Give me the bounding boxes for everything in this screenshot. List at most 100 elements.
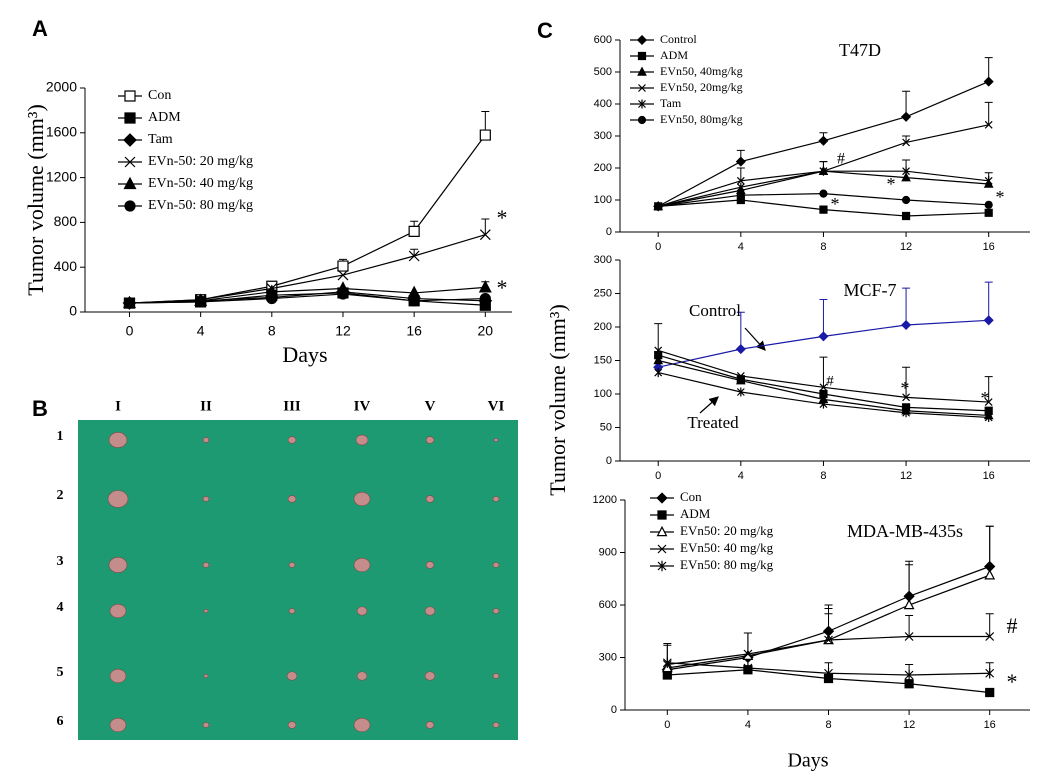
legend-marker — [636, 34, 648, 46]
y-tick-label: 0 — [611, 704, 617, 716]
data-point — [983, 315, 994, 326]
y-tick-label: 1200 — [46, 168, 77, 184]
x-tick-label: 16 — [983, 470, 995, 482]
data-point — [743, 662, 753, 674]
data-point — [479, 129, 491, 141]
annotation: # — [1007, 613, 1018, 638]
tumor — [356, 606, 368, 616]
tumor — [288, 608, 296, 614]
legend-marker — [638, 99, 646, 109]
data-point — [824, 635, 833, 645]
data-point — [902, 138, 910, 147]
annotation: * — [981, 388, 990, 408]
y-tick-label: 0 — [606, 455, 612, 467]
row-label: 4 — [57, 600, 64, 615]
legend-marker — [637, 66, 647, 76]
column-label: III — [283, 398, 301, 414]
row-label: 5 — [57, 665, 64, 680]
error-bar — [410, 248, 419, 256]
x-tick-label: 4 — [197, 323, 205, 339]
legend-label: EVn50, 80mg/kg — [660, 112, 743, 126]
tumor — [355, 434, 369, 446]
y-tick-label: 500 — [594, 66, 612, 78]
tumor — [203, 673, 209, 678]
data-point — [735, 156, 746, 167]
x-tick-label: 12 — [903, 719, 915, 731]
legend-marker — [123, 133, 137, 147]
legend-label: EVn50: 80 mg/kg — [680, 557, 774, 572]
tumor — [202, 722, 210, 728]
panel-label: C — [537, 18, 553, 43]
tumor — [353, 491, 371, 507]
y-tick-label: 300 — [594, 130, 612, 142]
error-bar — [902, 287, 911, 325]
tumor — [202, 562, 210, 568]
data-point — [408, 295, 420, 307]
y-axis-label: Tumor volume (mm³) — [23, 104, 48, 296]
data-point — [984, 569, 996, 580]
data-point — [742, 649, 754, 660]
data-point — [337, 269, 349, 281]
legend-label: Con — [680, 489, 702, 504]
error-bar — [819, 299, 828, 337]
data-point — [984, 120, 993, 129]
error-bar — [902, 366, 911, 398]
data-point — [735, 344, 746, 355]
tumor — [287, 721, 297, 729]
data-point — [904, 669, 914, 681]
tumor — [109, 668, 127, 684]
x-tick-label: 8 — [820, 470, 826, 482]
data-point — [337, 260, 349, 272]
x-tick-label: 12 — [900, 470, 912, 482]
x-axis-label: Days — [787, 750, 828, 772]
tumor — [202, 496, 210, 502]
legend-marker — [124, 156, 136, 168]
data-point — [904, 679, 914, 689]
legend-marker — [124, 112, 136, 124]
tumor — [203, 608, 209, 613]
column-label: IV — [354, 398, 371, 414]
tumor — [424, 606, 436, 616]
data-point — [985, 668, 995, 679]
x-tick-label: 0 — [655, 241, 661, 253]
tumor — [493, 437, 499, 442]
error-bar — [985, 525, 994, 576]
error-bar — [736, 311, 745, 350]
legend-label: Tam — [148, 132, 173, 147]
y-tick-label: 0 — [606, 226, 612, 238]
tumor — [287, 436, 297, 444]
error-bar — [985, 613, 994, 637]
annotation: * — [1007, 669, 1018, 694]
error-bar — [905, 564, 914, 605]
data-point — [478, 280, 492, 293]
data-point — [984, 208, 993, 217]
tumor — [287, 495, 297, 503]
data-point — [653, 355, 664, 365]
legend-marker — [656, 525, 668, 537]
column-label: II — [200, 398, 212, 414]
error-bar — [819, 356, 828, 388]
tumor — [109, 603, 127, 619]
y-tick-label: 200 — [594, 321, 612, 333]
legend-marker — [124, 200, 136, 212]
error-bar — [824, 613, 833, 640]
series-line — [129, 286, 486, 304]
annotation: * — [901, 378, 910, 398]
annotation: * — [497, 205, 508, 230]
data-point — [901, 211, 911, 221]
tumor — [425, 436, 435, 444]
annotation: * — [996, 187, 1005, 207]
annotation: Control — [689, 301, 741, 320]
error-bar — [984, 376, 993, 403]
series-line — [129, 234, 486, 304]
legend-label: EVn-50: 20 mg/kg — [148, 154, 253, 169]
data-point — [819, 166, 828, 176]
data-point — [479, 229, 491, 241]
data-point — [983, 76, 994, 87]
tumor — [425, 561, 435, 569]
y-tick-label: 100 — [594, 194, 612, 206]
legend-marker — [637, 51, 647, 61]
tumor — [107, 490, 129, 508]
error-bar — [481, 218, 490, 235]
